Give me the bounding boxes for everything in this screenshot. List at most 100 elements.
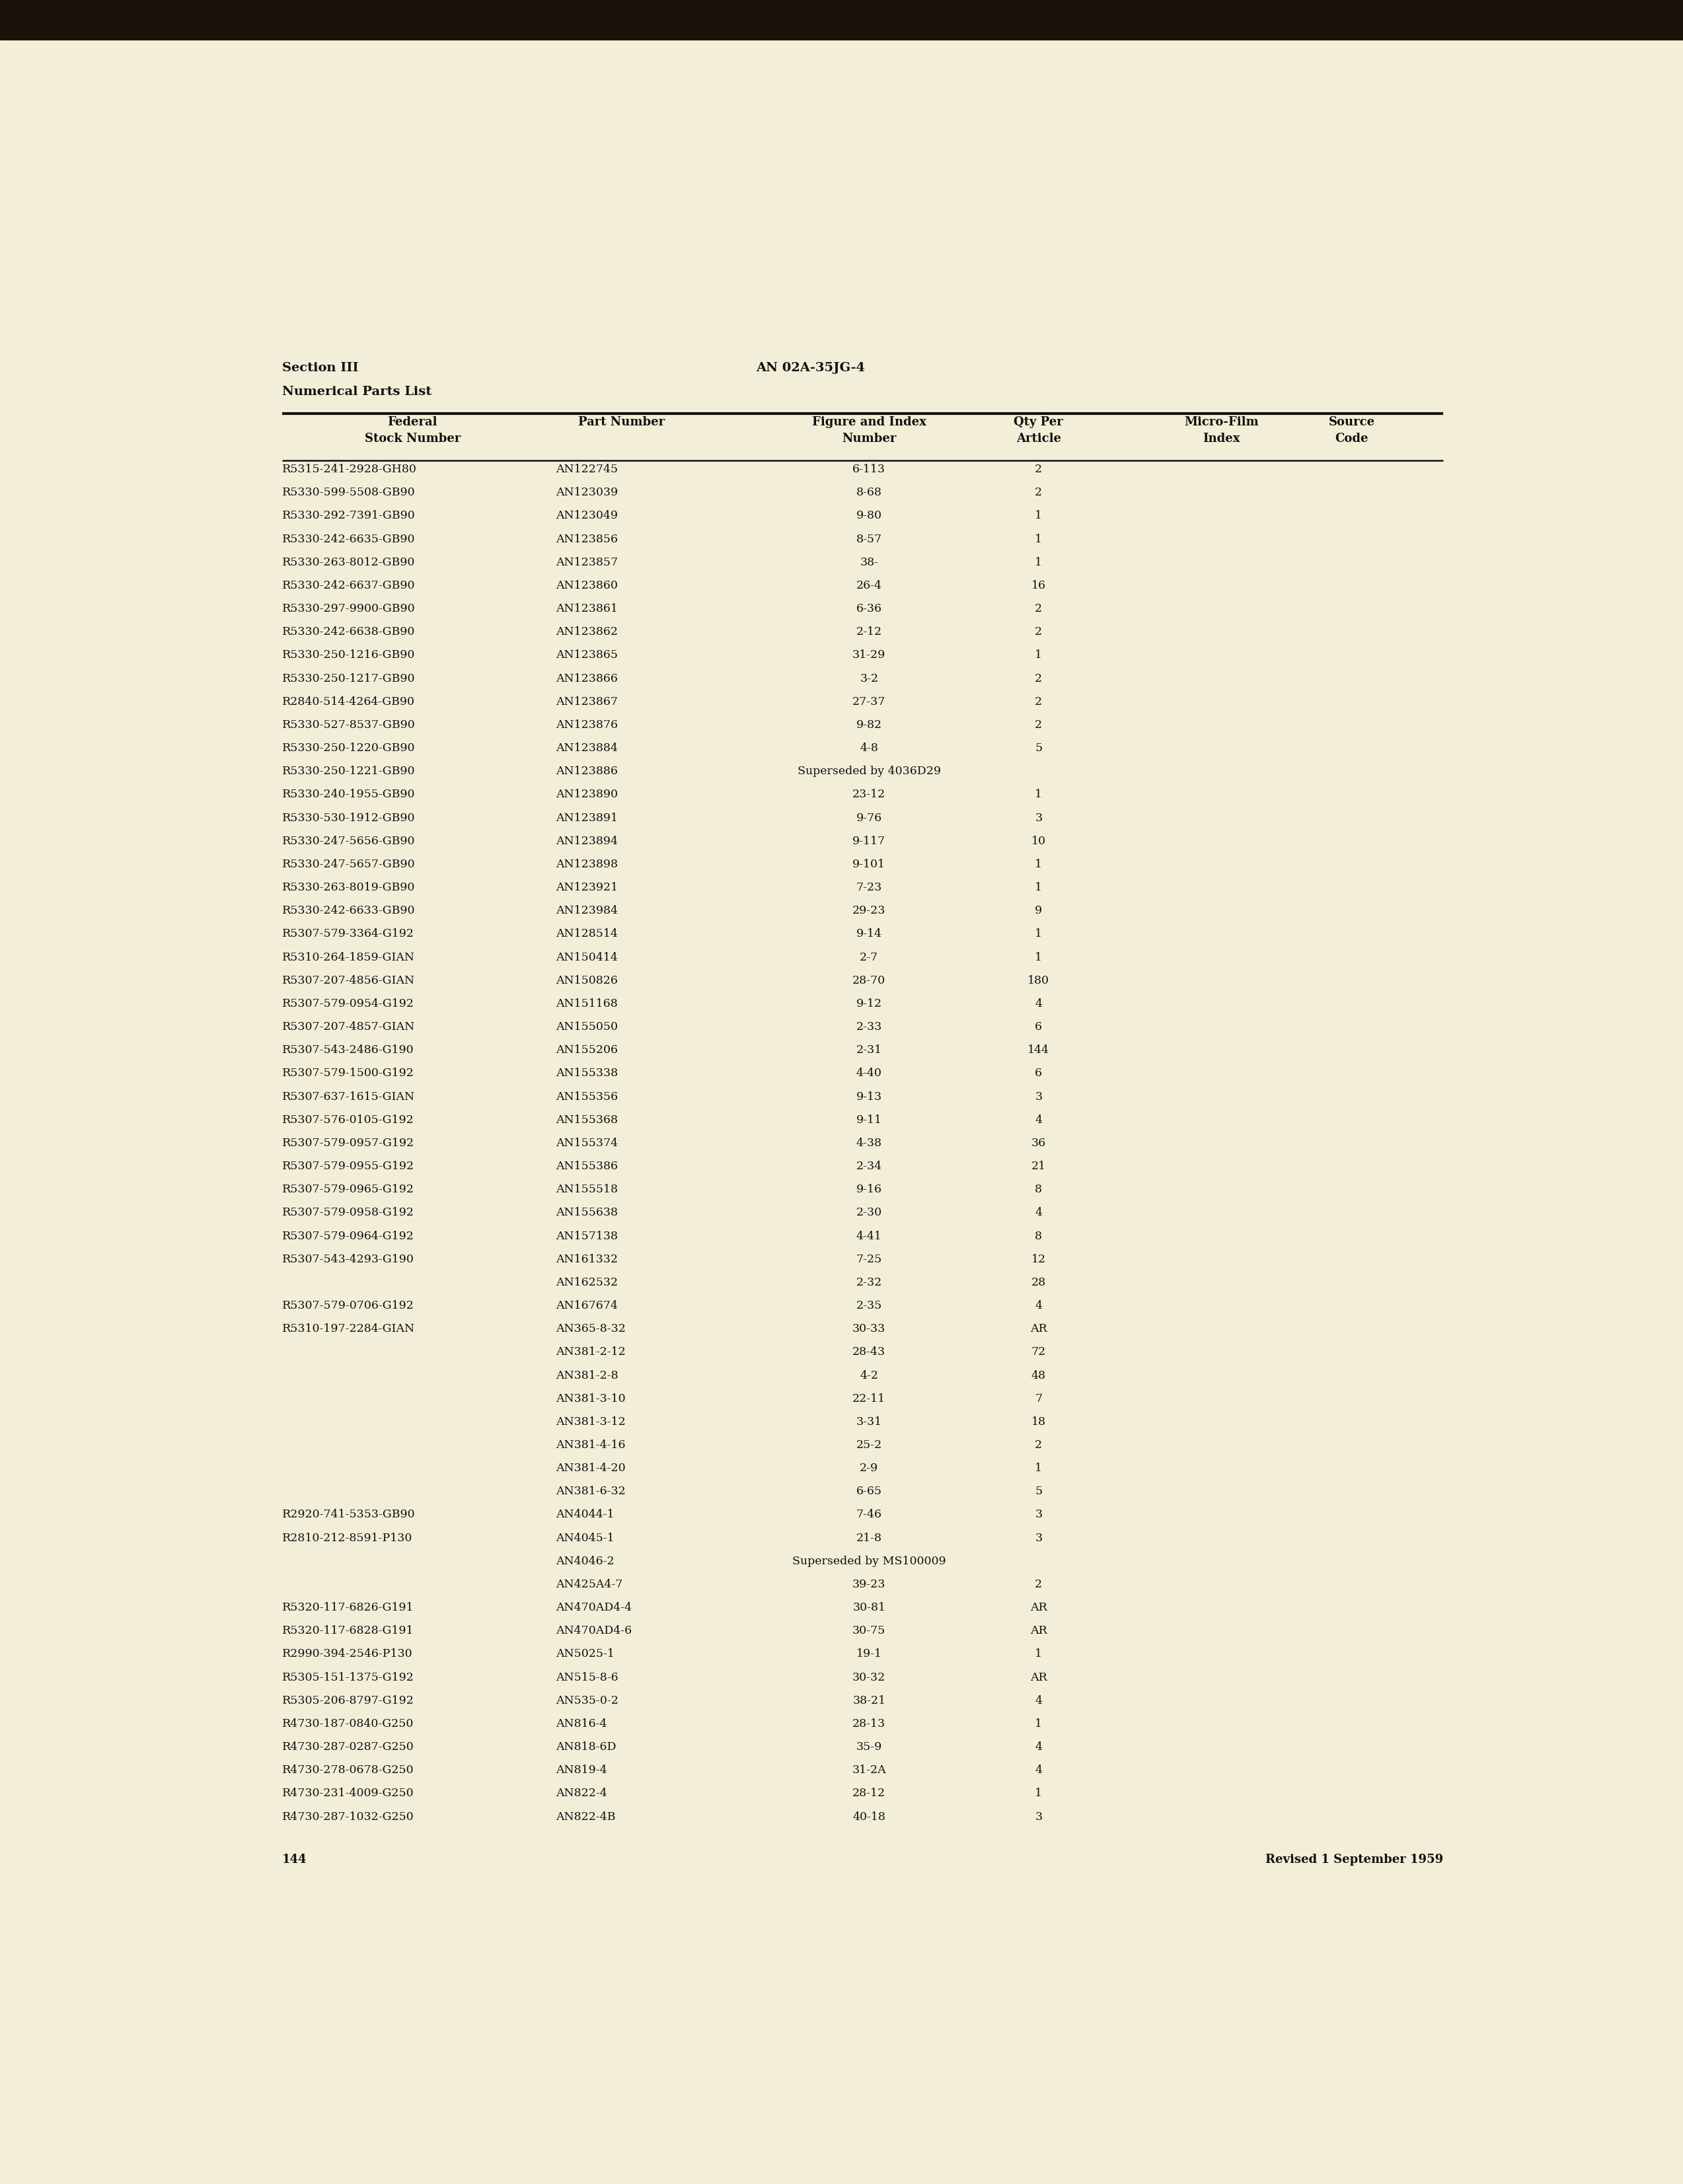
Text: 10: 10: [1032, 836, 1045, 847]
Text: AN381-4-20: AN381-4-20: [555, 1463, 626, 1474]
Text: R5307-579-0958-G192: R5307-579-0958-G192: [283, 1208, 414, 1219]
Text: AN123886: AN123886: [555, 767, 618, 778]
Text: R5330-242-6635-GB90: R5330-242-6635-GB90: [283, 533, 416, 544]
Text: AN155338: AN155338: [555, 1068, 618, 1079]
Text: 29-23: 29-23: [852, 904, 885, 917]
Text: AN818-6D: AN818-6D: [555, 1741, 616, 1754]
Text: 4-38: 4-38: [857, 1138, 882, 1149]
Text: 1: 1: [1035, 928, 1042, 939]
Text: R5330-242-6637-GB90: R5330-242-6637-GB90: [283, 581, 416, 592]
Text: 18: 18: [1032, 1415, 1045, 1428]
Text: 21: 21: [1032, 1160, 1045, 1173]
Text: 38-: 38-: [860, 557, 879, 568]
Text: 2: 2: [1035, 1579, 1042, 1590]
Text: 2-33: 2-33: [857, 1022, 882, 1033]
Text: 4-8: 4-8: [860, 743, 879, 753]
Text: 3-2: 3-2: [860, 673, 879, 684]
Text: 31-2A: 31-2A: [852, 1765, 887, 1776]
Text: R5330-527-8537-GB90: R5330-527-8537-GB90: [283, 719, 416, 732]
Text: 1: 1: [1035, 952, 1042, 963]
Text: AN381-2-8: AN381-2-8: [555, 1369, 619, 1380]
Text: 4-40: 4-40: [857, 1068, 882, 1079]
Text: R5307-579-0954-G192: R5307-579-0954-G192: [283, 998, 414, 1009]
Text: 1: 1: [1035, 882, 1042, 893]
Text: 23-12: 23-12: [853, 788, 885, 799]
Text: 3: 3: [1035, 812, 1042, 823]
Text: 39-23: 39-23: [852, 1579, 885, 1590]
Text: Source: Source: [1328, 415, 1375, 428]
Text: AN155386: AN155386: [555, 1160, 618, 1173]
Text: 30-33: 30-33: [853, 1324, 885, 1334]
Text: 2-9: 2-9: [860, 1463, 879, 1474]
Text: 38-21: 38-21: [853, 1695, 885, 1706]
Text: Index: Index: [1203, 432, 1240, 446]
Text: 2: 2: [1035, 697, 1042, 708]
Text: 2: 2: [1035, 487, 1042, 498]
Text: 5: 5: [1035, 1485, 1042, 1498]
Text: R5330-599-5508-GB90: R5330-599-5508-GB90: [283, 487, 416, 498]
Text: Federal: Federal: [387, 415, 438, 428]
Text: 6-113: 6-113: [853, 463, 885, 476]
Text: 2: 2: [1035, 673, 1042, 684]
Text: AN4046-2: AN4046-2: [555, 1555, 614, 1566]
Text: 3-31: 3-31: [857, 1415, 882, 1428]
Text: AN123876: AN123876: [555, 719, 618, 732]
Text: R5330-250-1221-GB90: R5330-250-1221-GB90: [283, 767, 416, 778]
Text: 6-65: 6-65: [857, 1485, 882, 1498]
Text: AN425A4-7: AN425A4-7: [555, 1579, 623, 1590]
Text: 22-11: 22-11: [853, 1393, 885, 1404]
Text: 1: 1: [1035, 1789, 1042, 1800]
Text: 144: 144: [283, 1854, 306, 1865]
Text: 144: 144: [1028, 1044, 1050, 1055]
Text: R5310-264-1859-GIAN: R5310-264-1859-GIAN: [283, 952, 416, 963]
Text: AN4045-1: AN4045-1: [555, 1533, 614, 1544]
Text: 30-81: 30-81: [853, 1603, 885, 1614]
Text: 2-12: 2-12: [857, 627, 882, 638]
Text: Number: Number: [842, 432, 897, 446]
Text: AN155638: AN155638: [555, 1208, 618, 1219]
Text: AN5025-1: AN5025-1: [555, 1649, 614, 1660]
Text: Section III: Section III: [283, 363, 358, 373]
Text: 1: 1: [1035, 1719, 1042, 1730]
Text: AN123860: AN123860: [555, 581, 618, 592]
Text: 36: 36: [1032, 1138, 1045, 1149]
Text: 4: 4: [1035, 1765, 1042, 1776]
Text: R5307-543-2486-G190: R5307-543-2486-G190: [283, 1044, 414, 1055]
Text: AN150826: AN150826: [555, 974, 618, 987]
Text: Superseded by MS100009: Superseded by MS100009: [793, 1555, 946, 1566]
Text: Micro-Film: Micro-Film: [1185, 415, 1259, 428]
Text: AN161332: AN161332: [555, 1254, 618, 1265]
Text: 4: 4: [1035, 998, 1042, 1009]
Text: 9-80: 9-80: [857, 511, 882, 522]
Text: AN123984: AN123984: [555, 904, 618, 917]
Text: 9-14: 9-14: [857, 928, 882, 939]
Text: 2: 2: [1035, 627, 1042, 638]
Text: 3: 3: [1035, 1533, 1042, 1544]
Text: 7: 7: [1035, 1393, 1042, 1404]
Text: R5330-250-1216-GB90: R5330-250-1216-GB90: [283, 649, 416, 662]
Text: R5307-207-4857-GIAN: R5307-207-4857-GIAN: [283, 1022, 416, 1033]
Text: 5: 5: [1035, 743, 1042, 753]
Text: R2840-514-4264-GB90: R2840-514-4264-GB90: [283, 697, 416, 708]
Text: Code: Code: [1335, 432, 1368, 446]
Text: R5307-579-0706-G192: R5307-579-0706-G192: [283, 1299, 414, 1310]
Text: AN535-0-2: AN535-0-2: [555, 1695, 619, 1706]
Text: R5307-579-0957-G192: R5307-579-0957-G192: [283, 1138, 414, 1149]
Text: 1: 1: [1035, 1463, 1042, 1474]
Text: 28-12: 28-12: [853, 1789, 885, 1800]
Text: 2: 2: [1035, 463, 1042, 476]
Text: Stock Number: Stock Number: [365, 432, 461, 446]
Text: 1: 1: [1035, 788, 1042, 799]
Text: AN155374: AN155374: [555, 1138, 618, 1149]
Text: R5330-530-1912-GB90: R5330-530-1912-GB90: [283, 812, 416, 823]
Text: R4730-278-0678-G250: R4730-278-0678-G250: [283, 1765, 414, 1776]
Text: R5310-197-2284-GIAN: R5310-197-2284-GIAN: [283, 1324, 416, 1334]
Text: AN155050: AN155050: [555, 1022, 618, 1033]
Text: 4-41: 4-41: [857, 1230, 882, 1243]
Text: Revised 1 September 1959: Revised 1 September 1959: [1266, 1854, 1442, 1865]
Text: AN150414: AN150414: [555, 952, 618, 963]
Text: AN470AD4-6: AN470AD4-6: [555, 1625, 633, 1636]
Text: 9: 9: [1035, 904, 1042, 917]
Text: R4730-287-1032-G250: R4730-287-1032-G250: [283, 1811, 414, 1821]
Text: 4-2: 4-2: [860, 1369, 879, 1380]
